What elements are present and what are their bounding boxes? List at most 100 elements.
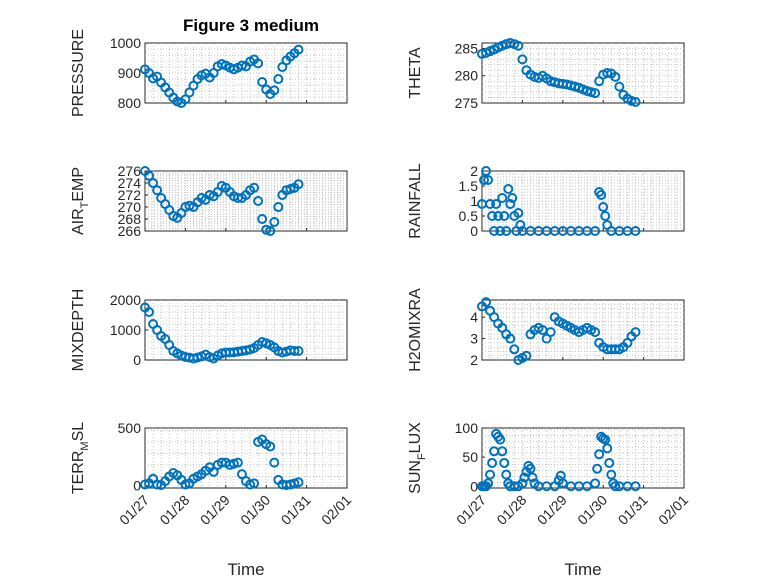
y-tick-label: 272 — [118, 187, 142, 203]
x-tick-label: 01/30 — [237, 492, 273, 528]
y-tick-label: 266 — [118, 223, 142, 239]
y-axis-label: THETA — [407, 47, 424, 99]
data-point — [630, 481, 641, 492]
y-tick-label: 270 — [118, 199, 142, 215]
data-point — [293, 179, 304, 190]
data-point — [481, 297, 492, 308]
data-point — [265, 226, 276, 236]
subplot-h2omixra: 2 3 4 H2OMIXRA — [407, 288, 685, 372]
data-point — [293, 477, 304, 488]
y-tick-label: 800 — [118, 95, 142, 111]
data-point — [489, 226, 500, 236]
data-point — [614, 81, 625, 92]
data-point — [515, 220, 526, 230]
data-point — [517, 54, 528, 65]
x-tick-label: 01/29 — [197, 492, 233, 528]
y-tick-label: 268 — [118, 211, 142, 227]
data-point — [293, 44, 304, 55]
data-point — [505, 199, 516, 209]
data-point — [273, 74, 284, 84]
y-tick-label: 2000 — [110, 292, 141, 308]
x-tick-label: 01/30 — [574, 492, 610, 528]
data-point — [513, 208, 524, 218]
y-tick-label: 274 — [118, 175, 142, 191]
data-point — [236, 60, 247, 71]
figure-title: Figure 3 medium — [183, 16, 319, 35]
y-tick-label: 4 — [470, 309, 478, 325]
data-point — [487, 457, 498, 468]
data-point — [495, 226, 506, 236]
y-tick-label: 3 — [470, 331, 478, 347]
data-point — [483, 175, 494, 185]
data-point — [545, 327, 556, 338]
data-point — [269, 457, 280, 468]
subplot-theta: 275 280 285 THETA — [407, 38, 685, 111]
y-axis-label: SUNFLUX — [407, 422, 428, 494]
y-tick-label: 285 — [455, 40, 479, 56]
data-point — [594, 449, 605, 460]
data-point — [630, 327, 641, 338]
x-tick-label: 02/01 — [318, 492, 354, 528]
y-tick-label: 900 — [118, 65, 142, 81]
data-point — [590, 327, 601, 338]
y-tick-label: 276 — [118, 163, 142, 179]
y-tick-label: 0 — [133, 478, 141, 494]
data-point — [152, 479, 163, 490]
subplot-rainfall: 00.511.52 RAINFALL — [407, 163, 685, 239]
data-point — [265, 441, 276, 452]
data-point — [527, 472, 538, 483]
y-tick-label: 2 — [470, 163, 478, 179]
data-point — [269, 85, 280, 96]
data-point — [600, 434, 611, 445]
axes-frame — [481, 427, 685, 489]
data-point — [485, 199, 496, 209]
data-point — [273, 202, 284, 212]
data-point — [590, 478, 601, 489]
x-tick-label: 01/28 — [493, 492, 529, 528]
data-point — [253, 196, 264, 206]
y-tick-label: 0 — [133, 352, 141, 368]
y-axis-label: RAINFALL — [407, 163, 424, 239]
data-point — [501, 226, 512, 236]
data-point — [232, 457, 243, 468]
data-point — [253, 58, 264, 69]
data-point — [604, 457, 615, 468]
data-point — [289, 346, 300, 356]
y-axis-label: PRESSURE — [70, 29, 87, 117]
y-tick-label: 0.5 — [459, 208, 479, 224]
data-point — [232, 193, 243, 203]
y-axis-label: MIXDEPTH — [70, 289, 87, 372]
data-point — [602, 443, 613, 454]
data-point — [497, 193, 508, 203]
data-point — [483, 478, 494, 489]
data-point — [249, 182, 260, 193]
x-tick-label: 01/28 — [156, 492, 192, 528]
data-point — [269, 217, 280, 227]
data-point — [517, 478, 528, 489]
x-axis-label: Time — [564, 560, 601, 579]
subplot-sun-flux: 0 50 100 01/27 01/28 01/29 01/30 01/31 02/01 SUNF… — [407, 420, 691, 579]
y-tick-label: 275 — [455, 95, 479, 111]
data-point — [610, 71, 621, 82]
data-point — [491, 199, 502, 209]
data-point — [493, 211, 504, 221]
subplot-pressure: 800 900 1000 PRESSURE — [70, 29, 348, 117]
data-point — [602, 68, 613, 78]
data-point — [152, 185, 163, 196]
y-axis-label: H2OMIXRA — [407, 288, 424, 372]
y-axis-label: AIRTEMP — [70, 167, 91, 235]
y-tick-label: 1.5 — [459, 178, 479, 194]
data-point — [606, 469, 617, 480]
y-axis-label: TERRMSL — [70, 422, 91, 494]
x-tick-label: 01/31 — [278, 492, 314, 528]
y-tick-label: 1000 — [110, 35, 141, 51]
data-point — [507, 193, 518, 203]
data-point — [582, 481, 593, 492]
x-tick-label: 02/01 — [655, 492, 691, 528]
data-point — [499, 211, 510, 221]
data-point — [257, 214, 268, 224]
data-point — [144, 170, 155, 181]
data-point — [630, 96, 641, 107]
data-point — [600, 211, 611, 221]
